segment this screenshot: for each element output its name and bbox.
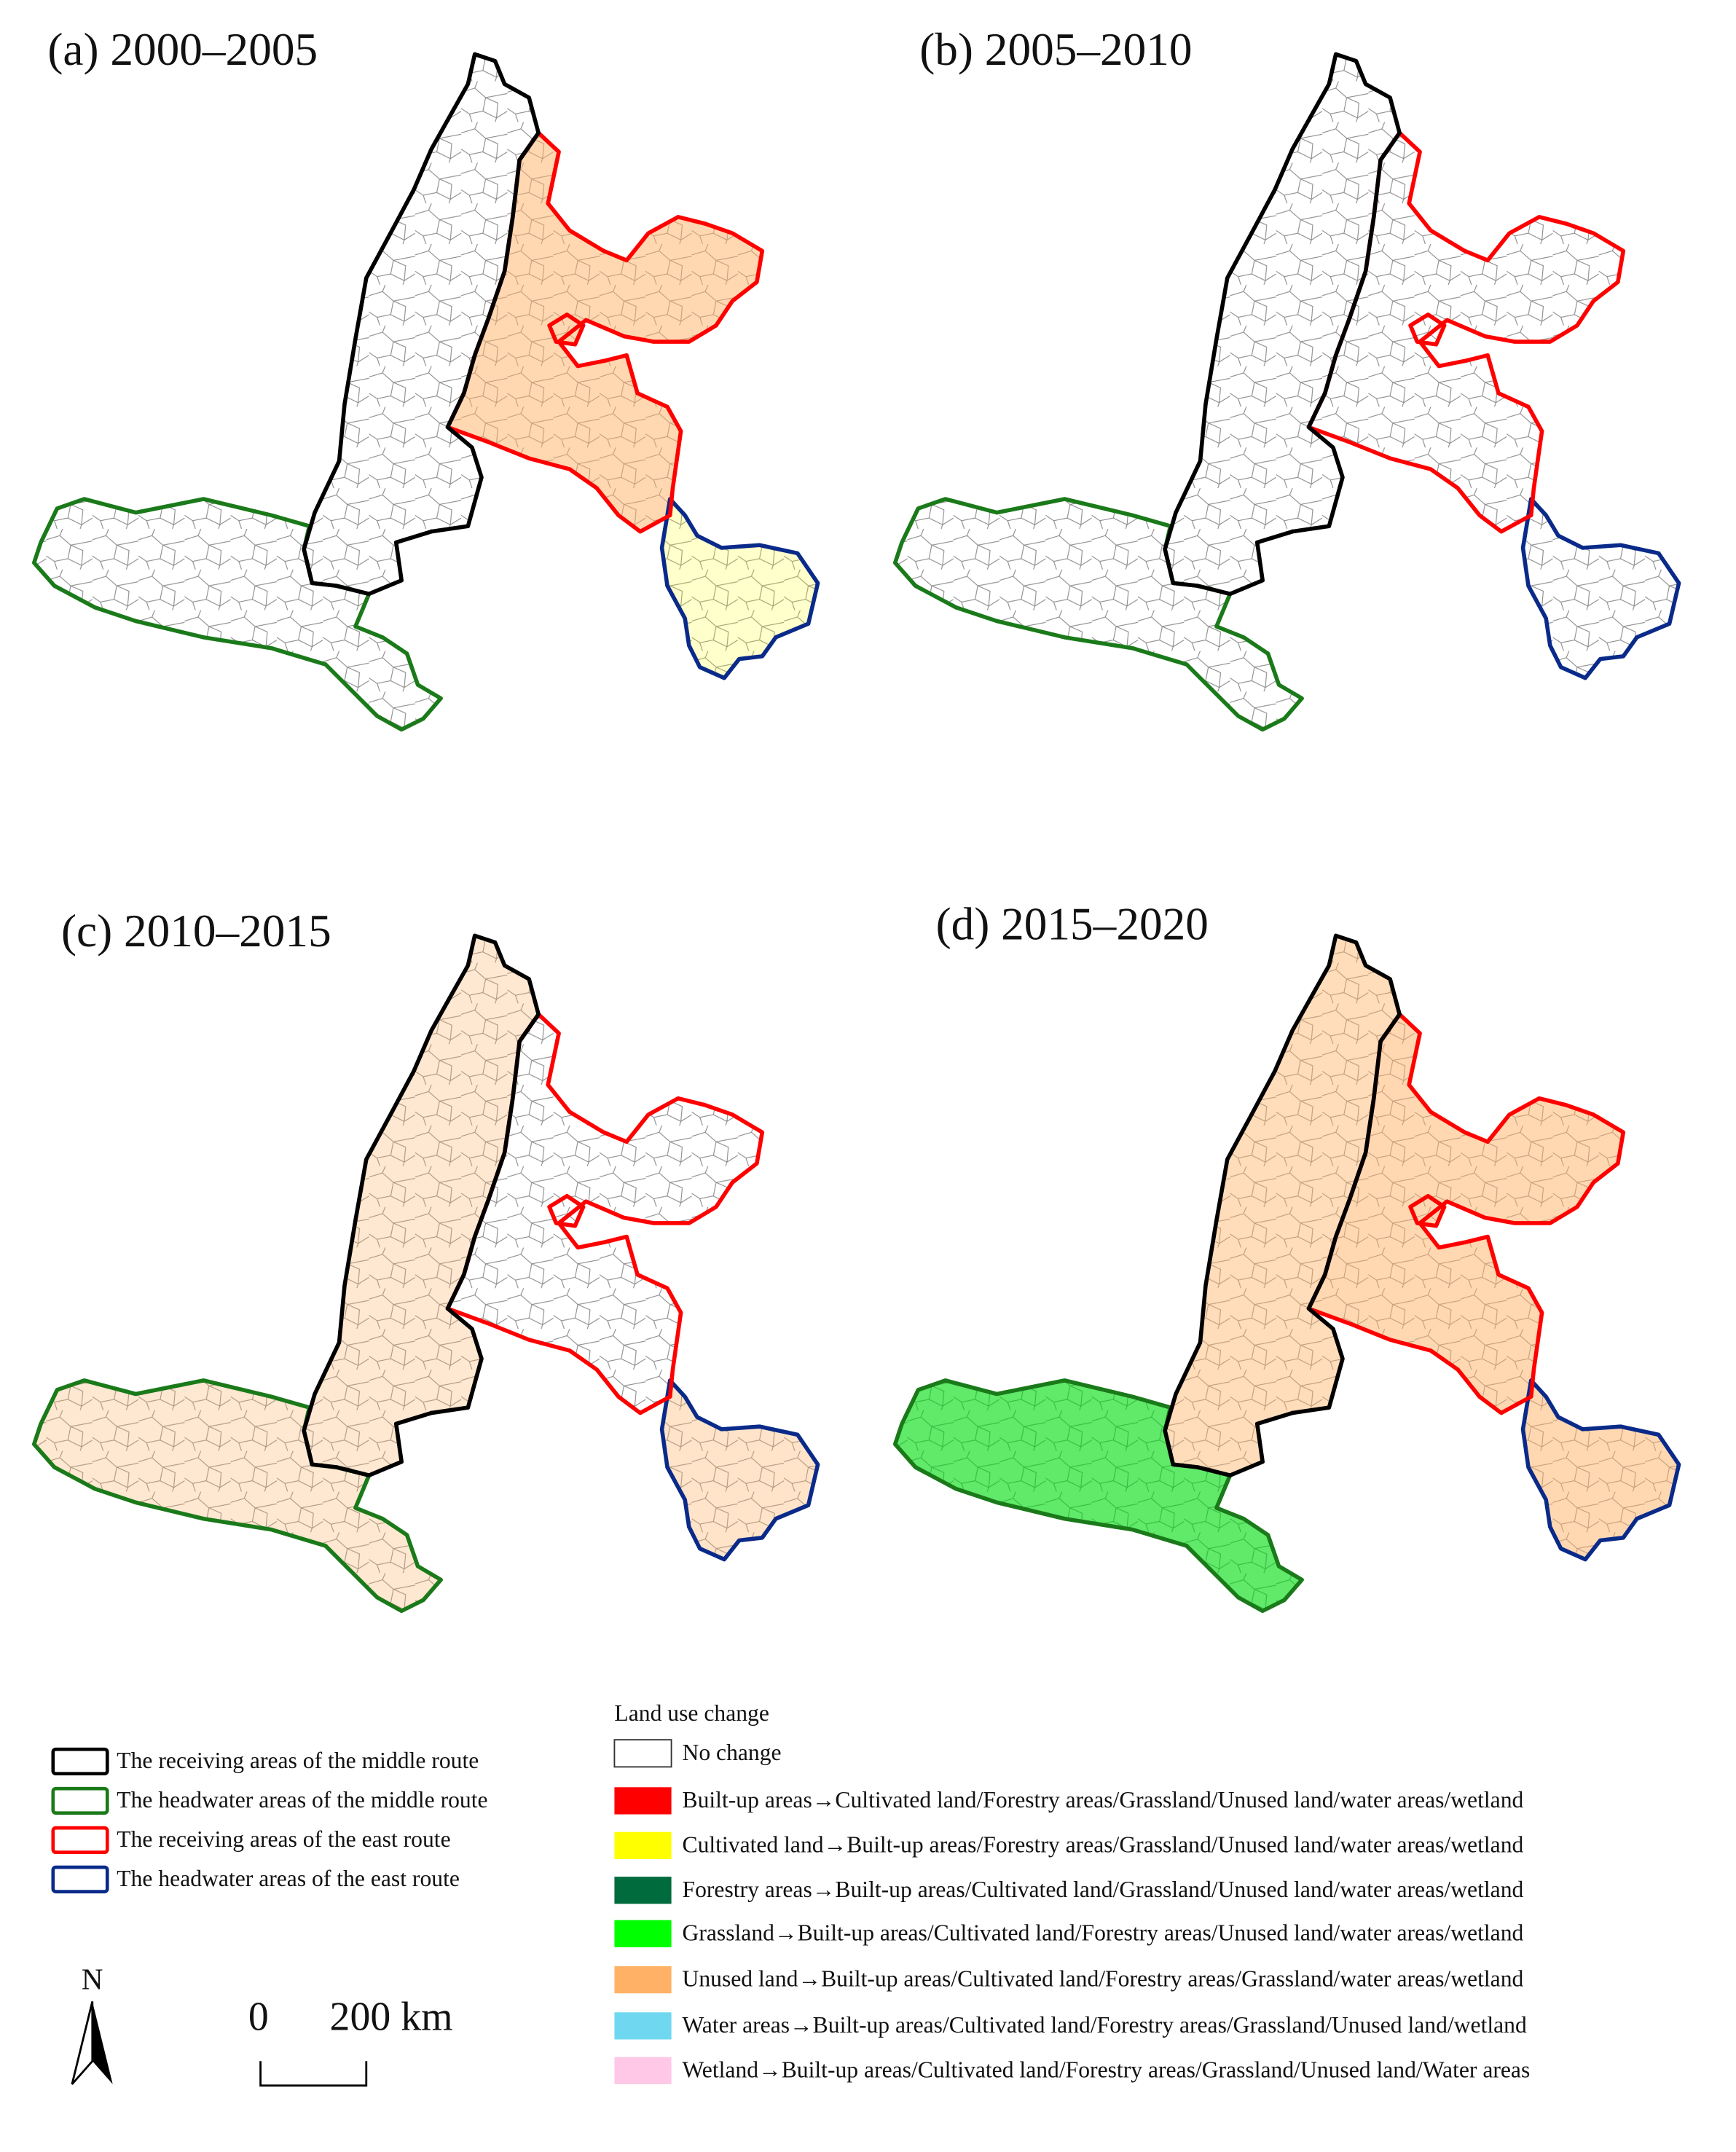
legend-label: Grassland→Built-up areas/Cultivated land… (682, 1920, 1523, 1945)
legend-swatch (614, 2012, 672, 2040)
legend-label: Cultivated land→Built-up areas/Forestry … (682, 1831, 1523, 1857)
legend-label: No change (682, 1740, 781, 1765)
legend-label: Wetland→Built-up areas/Cultivated land/F… (682, 2057, 1530, 2082)
legend-swatch (614, 1877, 672, 1904)
legend-swatch (51, 1826, 109, 1854)
legend-swatch (614, 1831, 672, 1859)
scale-label: 0 (248, 1994, 269, 2039)
legend-label: The receiving areas of the middle route (117, 1748, 479, 1773)
legend-swatch (51, 1865, 109, 1893)
legend-label: Water areas→Built-up areas/Cultivated la… (682, 2012, 1527, 2038)
legend-swatch (51, 1747, 109, 1776)
legend-swatch (614, 1920, 672, 1947)
legend: The receiving areas of the middle route T… (51, 1700, 1530, 2087)
north-label: N (82, 1963, 103, 1996)
land-change-area (1523, 1380, 1679, 1560)
panel-title: (c) 2010–2015 (61, 906, 331, 957)
panel-title: (b) 2005–2010 (919, 24, 1192, 75)
legend-label: Built-up areas→Cultivated land/Forestry … (682, 1787, 1523, 1813)
legend-swatch (613, 1739, 672, 1768)
land-change-area (661, 1380, 818, 1560)
legend-label: Unused land→Built-up areas/Cultivated la… (682, 1966, 1523, 1992)
district-grid (1523, 498, 1679, 678)
legend-label: Forestry areas→Built-up areas/Cultivated… (682, 1877, 1523, 1902)
map-panel (895, 935, 1679, 1611)
map-panel (34, 54, 818, 729)
legend-swatch (614, 1787, 672, 1815)
panel-title: (a) 2000–2005 (47, 24, 318, 75)
legend-swatch (614, 2057, 672, 2084)
map-panel (895, 54, 1679, 729)
legend-swatch (614, 1966, 672, 1994)
land-change-area (661, 498, 818, 678)
north-arrow (71, 2001, 94, 2085)
legend-label: The headwater areas of the east route (117, 1866, 460, 1891)
scale-bar (259, 2061, 368, 2087)
legend-title: Land use change (614, 1700, 769, 1726)
legend-swatch (51, 1786, 109, 1815)
scale-label: 200 km (330, 1994, 453, 2039)
north-arrow (92, 2001, 113, 2084)
map-panel (34, 935, 818, 1611)
legend-label: The headwater areas of the middle route (117, 1787, 487, 1813)
map-panels: (a) 2000–2005 (b) 2005–2010 (c) 2010–2015 (… (34, 24, 1679, 1611)
legend-label: The receiving areas of the east route (117, 1826, 450, 1852)
panel-title: (d) 2015–2020 (936, 899, 1209, 950)
